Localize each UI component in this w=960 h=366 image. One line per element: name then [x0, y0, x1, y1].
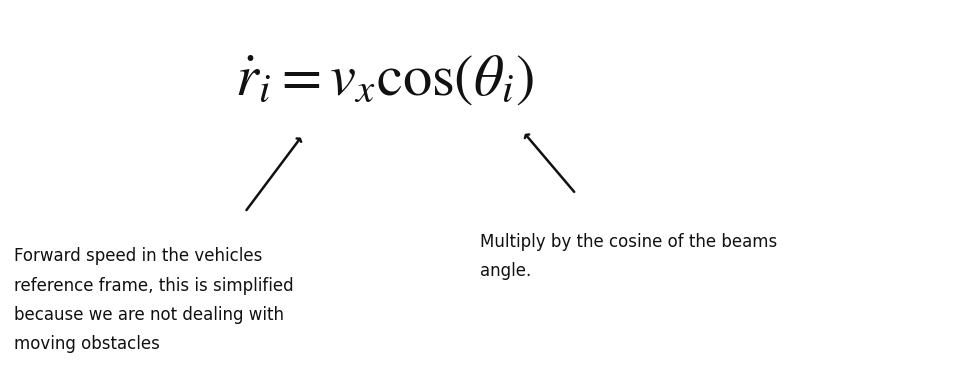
- Text: Forward speed in the vehicles
reference frame, this is simplified
because we are: Forward speed in the vehicles reference …: [14, 247, 294, 353]
- Text: $\dot{r}_i = v_x\mathrm{cos}(\theta_i)$: $\dot{r}_i = v_x\mathrm{cos}(\theta_i)$: [234, 54, 534, 107]
- Text: Multiply by the cosine of the beams
angle.: Multiply by the cosine of the beams angl…: [480, 233, 778, 280]
